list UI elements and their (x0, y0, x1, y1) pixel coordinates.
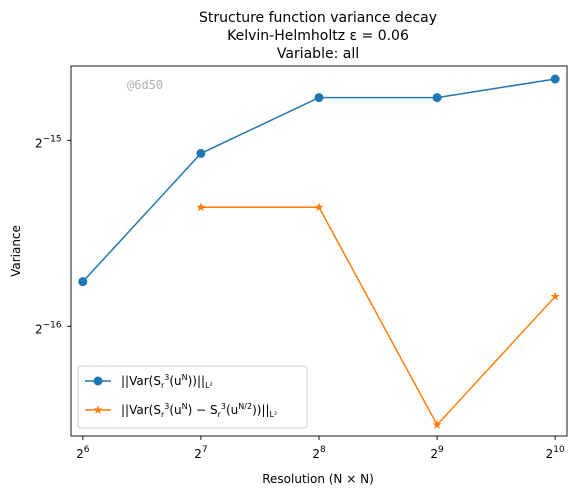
chart-title-line-3: Variable: all (277, 46, 359, 62)
legend-item-1: ||Var(Sr3(uN))||L² (85, 373, 213, 390)
legend: ||Var(Sr3(uN))||L² ||Var(Sr3(uN) − Sr3(uN… (77, 365, 308, 429)
series-1-point (550, 74, 560, 84)
axis-ticks: 26 27 28 29 210 2−15 2−16 (35, 134, 565, 461)
series-2 (196, 202, 560, 429)
series-1-point (196, 148, 206, 158)
y-tick-label: 2−15 (35, 134, 62, 150)
y-axis-label: Variance (9, 225, 23, 277)
series-1 (78, 74, 560, 287)
x-tick-label: 28 (312, 445, 326, 461)
series-2-point (314, 202, 324, 212)
series-1-point (314, 93, 324, 103)
legend-label: ||Var(Sr3(uN) − Sr3(uN/2))||L² (121, 402, 277, 419)
y-tick-label: 2−16 (35, 320, 62, 336)
series-1-point (78, 277, 88, 287)
series-1-point (432, 93, 442, 103)
chart-title-line-1: Structure function variance decay (199, 10, 437, 26)
legend-swatch-marker (93, 405, 103, 414)
watermark: @6d50 (127, 78, 163, 92)
series-2-point (196, 202, 206, 212)
legend-swatch-marker (93, 376, 103, 386)
series-2-line (200, 206, 556, 427)
x-tick-label: 26 (76, 445, 90, 461)
x-tick-label: 27 (194, 445, 207, 461)
x-tick-label: 210 (546, 445, 565, 461)
series-2-point (432, 420, 442, 429)
legend-label: ||Var(Sr3(uN))||L² (121, 373, 213, 390)
series-2-point (550, 291, 560, 301)
legend-item-2: ||Var(Sr3(uN) − Sr3(uN/2))||L² (85, 402, 277, 419)
series-1-line (82, 78, 556, 283)
chart-title-line-2: Kelvin-Helmholtz ε = 0.06 (227, 28, 409, 44)
legend-box (77, 365, 308, 429)
x-axis-label: Resolution (N × N) (262, 472, 374, 486)
series-layer (78, 74, 560, 429)
x-tick-label: 29 (430, 445, 444, 461)
